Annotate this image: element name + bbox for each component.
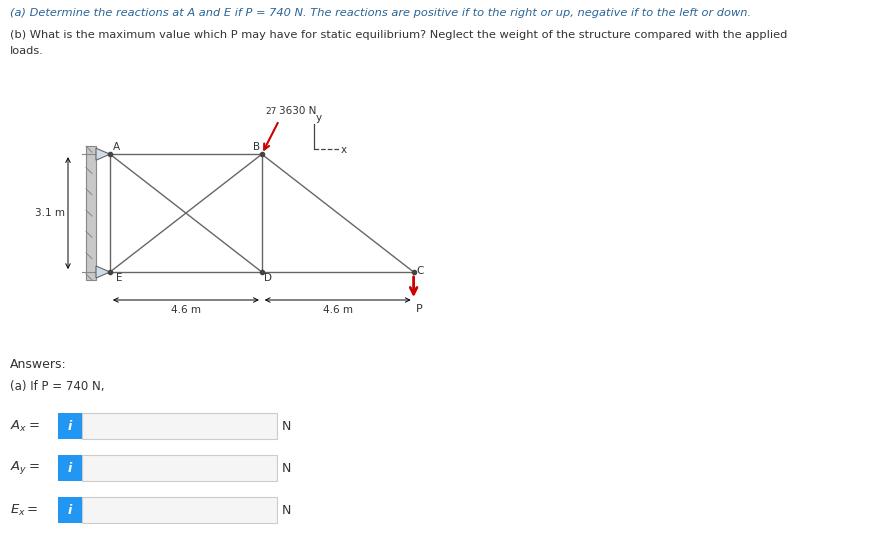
Text: loads.: loads. xyxy=(10,46,44,56)
Polygon shape xyxy=(96,148,110,160)
Bar xyxy=(58,497,82,523)
Text: i: i xyxy=(68,419,72,432)
Text: A: A xyxy=(113,142,121,152)
Text: P: P xyxy=(415,304,422,314)
Text: D: D xyxy=(264,273,272,283)
Text: 3.1 m: 3.1 m xyxy=(35,208,65,218)
Text: i: i xyxy=(68,461,72,475)
Text: N: N xyxy=(282,504,291,517)
Bar xyxy=(58,413,82,439)
Text: N: N xyxy=(282,461,291,475)
Text: 27: 27 xyxy=(266,107,277,117)
Text: 4.6 m: 4.6 m xyxy=(323,305,353,315)
Text: $A_y=$: $A_y=$ xyxy=(10,460,40,476)
Bar xyxy=(58,455,82,481)
Text: $E_x=$: $E_x=$ xyxy=(10,503,39,518)
Text: (a) Determine the reactions at A and E if P = 740 N. The reactions are positive : (a) Determine the reactions at A and E i… xyxy=(10,8,752,18)
Text: $A_x=$: $A_x=$ xyxy=(10,418,40,433)
Bar xyxy=(86,146,96,280)
Text: E: E xyxy=(116,273,122,283)
Text: i: i xyxy=(68,504,72,517)
Text: (a) If P = 740 N,: (a) If P = 740 N, xyxy=(10,380,105,393)
Text: Answers:: Answers: xyxy=(10,358,67,371)
Text: C: C xyxy=(416,266,424,276)
Polygon shape xyxy=(96,266,110,278)
Bar xyxy=(82,413,277,439)
Text: y: y xyxy=(316,113,322,123)
Text: N: N xyxy=(282,419,291,432)
Text: 3630 N: 3630 N xyxy=(279,106,317,117)
Text: (b) What is the maximum value which P may have for static equilibrium? Neglect t: (b) What is the maximum value which P ma… xyxy=(10,30,788,40)
Text: x: x xyxy=(341,145,347,155)
Bar xyxy=(82,455,277,481)
Text: B: B xyxy=(253,142,260,152)
Bar xyxy=(82,497,277,523)
Text: 4.6 m: 4.6 m xyxy=(171,305,201,315)
